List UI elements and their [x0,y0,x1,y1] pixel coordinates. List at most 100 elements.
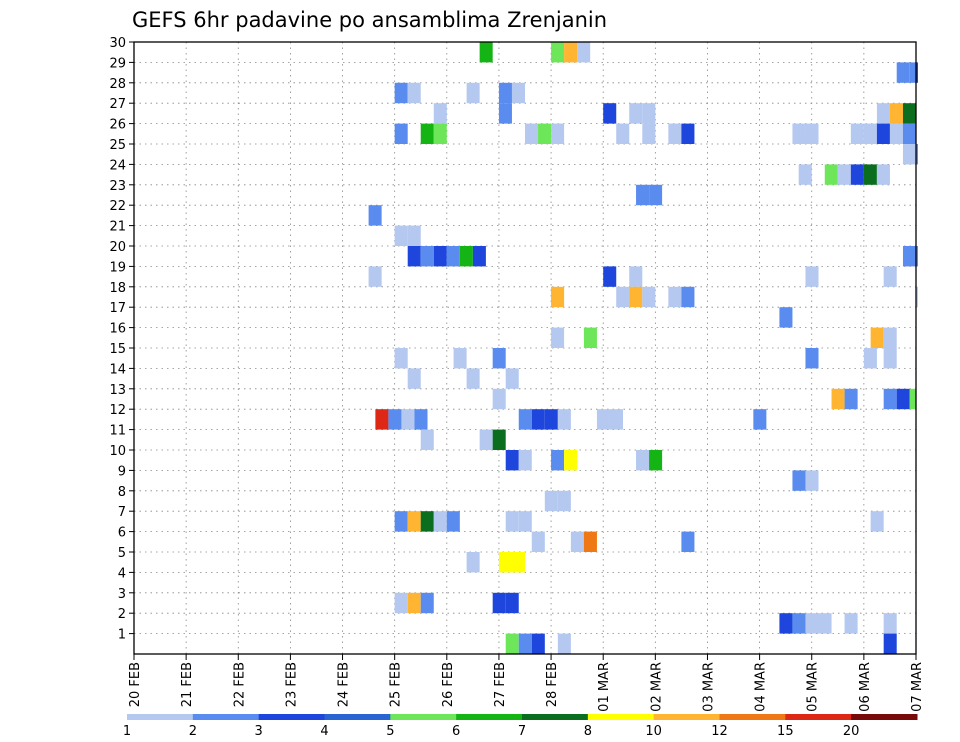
x-tick-label: 28 FEB [545,662,560,707]
precipitation-cell [779,307,793,328]
x-tick-label: 01 MAR [597,662,612,712]
precipitation-cell [876,164,890,185]
precipitation-cell [420,246,434,267]
y-tick-label: 25 [109,138,126,153]
precipitation-cell [636,450,650,471]
precipitation-cell [394,348,408,369]
legend-label: 7 [518,724,526,739]
y-tick-label: 13 [109,383,126,398]
precipitation-cell [551,450,565,471]
precipitation-cell [472,246,486,267]
y-tick-label: 16 [109,322,126,337]
precipitation-cell [420,592,434,614]
y-tick-label: 15 [109,342,126,357]
precipitation-cell [616,123,630,144]
precipitation-cell [883,348,897,369]
legend-label: 10 [645,724,662,739]
x-tick-label: 23 FEB [284,662,299,707]
y-tick-label: 28 [109,77,126,92]
x-tick-label: 27 FEB [493,662,508,707]
precipitation-cell [916,286,918,308]
precipitation-cell [883,266,897,287]
precipitation-cell [583,327,597,348]
precipitation-cell [668,286,682,308]
precipitation-cell [498,103,512,124]
x-tick-label: 24 FEB [337,662,352,707]
precipitation-cell [466,82,480,104]
legend-swatch [719,714,786,720]
precipitation-cell [805,470,819,491]
precipitation-cell [420,123,434,144]
precipitation-cell [792,613,806,634]
precipitation-cell [394,592,408,614]
precipitation-cell [518,450,532,471]
precipitation-cell [433,246,447,267]
precipitation-cell [850,123,864,144]
legend-swatch [390,714,457,720]
y-tick-label: 17 [109,301,126,316]
precipitation-cell [466,552,480,573]
precipitation-cell [388,409,402,430]
legend-label: 5 [386,724,394,739]
precipitation-cell [368,266,382,287]
precipitation-cell [681,531,695,552]
y-tick-label: 22 [109,199,126,214]
x-tick-label: 04 MAR [754,662,769,712]
precipitation-cell [479,42,493,63]
y-tick-label: 3 [118,587,126,602]
legend-swatch [522,714,589,720]
precipitation-cell [505,592,519,614]
precipitation-cell [557,490,571,512]
precipitation-cell [394,225,408,246]
precipitation-cell [889,123,903,144]
precipitation-cell [805,123,819,144]
precipitation-cell [498,552,512,573]
precipitation-cell [876,103,890,124]
precipitation-cell [407,82,421,104]
precipitation-cell [603,266,617,287]
precipitation-cell [459,246,473,267]
precipitation-cell [889,103,903,124]
precipitation-cell [883,327,897,348]
precipitation-cell [407,592,421,614]
color-legend: 1 2 3 4 5 6 7 8 10 12 15 20 [123,714,918,739]
precipitation-cell [902,103,916,124]
legend-swatch [258,714,325,720]
y-tick-label: 6 [118,526,126,541]
precipitation-cell [394,123,408,144]
precipitation-cell [407,225,421,246]
y-tick-label: 19 [109,260,126,275]
precipitation-cell [498,82,512,104]
y-tick-label: 23 [109,179,126,194]
precipitation-cell [603,103,617,124]
precipitation-cell [642,103,656,124]
precipitation-cell [433,103,447,124]
legend-label: 4 [320,724,328,739]
precipitation-cell [850,164,864,185]
y-tick-label: 26 [109,118,126,133]
precipitation-cell [876,123,890,144]
precipitation-cell [518,633,532,654]
precipitation-cell [916,144,918,165]
y-tick-label: 7 [118,505,126,520]
x-tick-label: 02 MAR [649,662,664,712]
precipitation-cell [831,388,845,410]
precipitation-cell [505,511,519,532]
precipitation-cell [446,511,460,532]
precipitation-cell [837,164,851,185]
precipitation-cell [511,552,525,573]
legend-swatch [456,714,523,720]
precipitation-cell [564,42,578,63]
precipitation-cell [394,82,408,104]
x-tick-label: 20 FEB [128,662,143,707]
precipitation-cell [629,266,643,287]
y-tick-label: 14 [109,362,126,377]
legend-label: 8 [584,724,592,739]
precipitation-cell [844,388,858,410]
precipitation-cell [902,123,916,144]
y-tick-label: 21 [109,220,126,235]
precipitation-cell [824,164,838,185]
y-tick-label: 27 [109,97,126,112]
precipitation-cell [616,286,630,308]
